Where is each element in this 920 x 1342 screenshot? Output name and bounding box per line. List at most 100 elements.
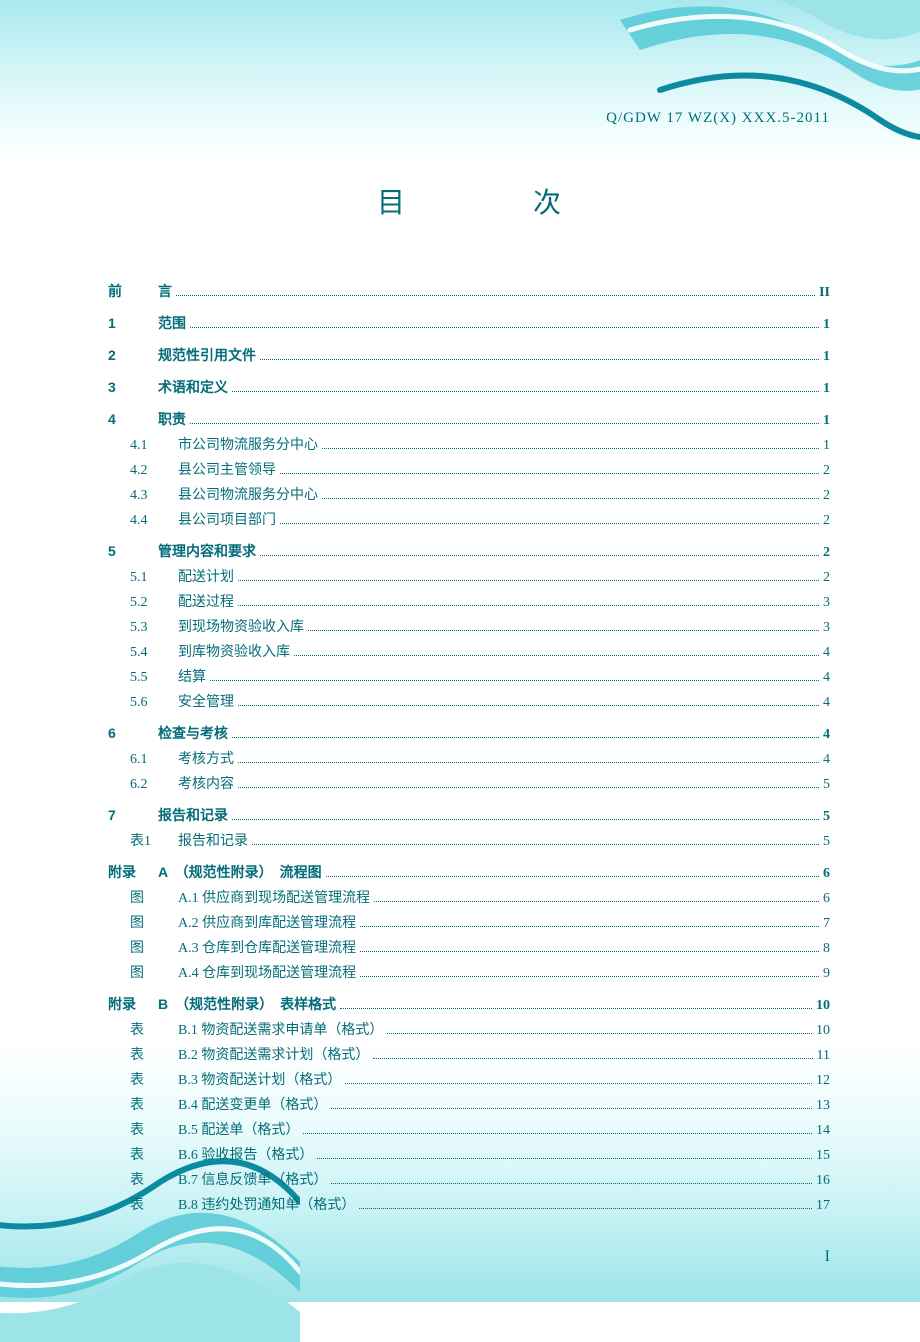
toc-leader-dots (190, 423, 819, 424)
toc-entry-number: 图 (130, 887, 178, 907)
toc-leader-dots (238, 787, 819, 788)
toc-entry-label: 县公司主管领导 (178, 459, 276, 479)
page-content: Q/GDW 17 WZ(X) XXX.5-2011 目 次 前言II1范围12规… (0, 0, 920, 1214)
toc-entry-page: 2 (823, 513, 830, 529)
toc-leader-dots (238, 605, 819, 606)
toc-entry-page: 4 (823, 727, 830, 743)
toc-entry-page: 12 (816, 1073, 830, 1089)
toc-entry: 5.6安全管理4 (108, 691, 830, 711)
toc-entry: 附录B （规范性附录） 表样格式10 (108, 994, 830, 1014)
toc-entry-number: 表1 (130, 830, 178, 850)
toc-entry-number: 表 (130, 1144, 178, 1164)
toc-entry: 4.3县公司物流服务分中心2 (108, 484, 830, 504)
toc-entry-label: B.6 验收报告（格式） (178, 1144, 313, 1164)
toc-leader-dots (280, 523, 819, 524)
toc-entry-number: 表 (130, 1169, 178, 1189)
toc-entry: 4.2县公司主管领导2 (108, 459, 830, 479)
toc-leader-dots (190, 327, 819, 328)
toc-entry: 5.5结算4 (108, 666, 830, 686)
toc-entry-label: 职责 (158, 409, 186, 429)
toc-entry-label: B.5 配送单（格式） (178, 1119, 299, 1139)
toc-entry-number: 表 (130, 1094, 178, 1114)
toc-entry-number: 表 (130, 1069, 178, 1089)
toc-entry: 2规范性引用文件1 (108, 345, 830, 365)
toc-entry-number: 5.4 (130, 645, 178, 661)
toc-entry-number: 3 (108, 379, 158, 395)
toc-entry-label: 报告和记录 (178, 830, 248, 850)
toc-entry-page: 4 (823, 752, 830, 768)
toc-entry: 4.4县公司项目部门2 (108, 509, 830, 529)
toc-entry-page: 1 (823, 317, 830, 333)
toc-entry: 5.1配送计划2 (108, 566, 830, 586)
toc-entry-page: 7 (823, 916, 830, 932)
toc-entry-number: 图 (130, 912, 178, 932)
toc-leader-dots (260, 555, 819, 556)
toc-entry-page: 1 (823, 438, 830, 454)
page-title: 目 次 (108, 181, 830, 221)
toc-entry-label: 结算 (178, 666, 206, 686)
toc-entry: 6.1考核方式4 (108, 748, 830, 768)
toc-entry-number: 表 (130, 1119, 178, 1139)
toc-entry-label: 言 (158, 281, 172, 301)
toc-entry-label: 配送过程 (178, 591, 234, 611)
toc-leader-dots (238, 762, 819, 763)
toc-entry: 图A.4 仓库到现场配送管理流程9 (108, 962, 830, 982)
toc-leader-dots (238, 580, 819, 581)
toc-entry-page: 5 (823, 809, 830, 825)
toc-entry: 6检查与考核4 (108, 723, 830, 743)
toc-entry: 表B.7 信息反馈单（格式）16 (108, 1169, 830, 1189)
toc-entry-page: 6 (823, 891, 830, 907)
toc-leader-dots (331, 1108, 812, 1109)
toc-entry-label: 范围 (158, 313, 186, 333)
toc-entry-label: B （规范性附录） 表样格式 (158, 994, 336, 1014)
toc-entry-label: 县公司物流服务分中心 (178, 484, 318, 504)
toc-entry: 表B.2 物资配送需求计划（格式）11 (108, 1044, 830, 1064)
toc-entry: 表1报告和记录5 (108, 830, 830, 850)
toc-entry-number: 图 (130, 937, 178, 957)
toc-leader-dots (340, 1008, 812, 1009)
toc-entry-page: 3 (823, 620, 830, 636)
toc-leader-dots (317, 1158, 812, 1159)
toc-entry-page: 2 (823, 570, 830, 586)
toc-leader-dots (294, 655, 819, 656)
toc-leader-dots (387, 1033, 812, 1034)
toc-entry: 4职责1 (108, 409, 830, 429)
toc-entry-label: A.2 供应商到库配送管理流程 (178, 912, 356, 932)
toc-entry-page: 5 (823, 777, 830, 793)
toc-leader-dots (322, 498, 819, 499)
toc-entry: 5管理内容和要求2 (108, 541, 830, 561)
toc-entry-number: 表 (130, 1019, 178, 1039)
toc-entry-number: 2 (108, 347, 158, 363)
toc-entry-number: 4 (108, 411, 158, 427)
toc-entry: 3术语和定义1 (108, 377, 830, 397)
toc-entry-label: 市公司物流服务分中心 (178, 434, 318, 454)
toc-entry-number: 表 (130, 1044, 178, 1064)
toc-entry-number: 4.2 (130, 463, 178, 479)
toc-entry-number: 6 (108, 725, 158, 741)
toc-entry-page: 11 (817, 1048, 830, 1064)
toc-entry-label: B.3 物资配送计划（格式） (178, 1069, 341, 1089)
toc-entry-label: A （规范性附录） 流程图 (158, 862, 322, 882)
toc-leader-dots (360, 926, 819, 927)
toc-entry: 5.2配送过程3 (108, 591, 830, 611)
toc-entry-page: II (819, 285, 830, 301)
toc-entry-label: B.7 信息反馈单（格式） (178, 1169, 327, 1189)
toc-entry: 附录A （规范性附录） 流程图6 (108, 862, 830, 882)
toc-entry-number: 6.2 (130, 777, 178, 793)
toc-entry-page: 17 (816, 1198, 830, 1214)
toc-entry: 表B.3 物资配送计划（格式） 12 (108, 1069, 830, 1089)
toc-entry-page: 2 (823, 545, 830, 561)
page-number: I (825, 1248, 830, 1266)
toc-entry: 7报告和记录5 (108, 805, 830, 825)
toc-entry-page: 10 (816, 1023, 830, 1039)
toc-entry-page: 15 (816, 1148, 830, 1164)
toc-entry-number: 1 (108, 315, 158, 331)
toc-entry-page: 8 (823, 941, 830, 957)
toc-entry-page: 4 (823, 670, 830, 686)
document-code: Q/GDW 17 WZ(X) XXX.5-2011 (108, 110, 830, 127)
toc-entry: 图A.1 供应商到现场配送管理流程6 (108, 887, 830, 907)
toc-leader-dots (308, 630, 819, 631)
toc-leader-dots (232, 391, 819, 392)
toc-entry: 表B.4 配送变更单（格式）13 (108, 1094, 830, 1114)
toc-entry: 1范围1 (108, 313, 830, 333)
